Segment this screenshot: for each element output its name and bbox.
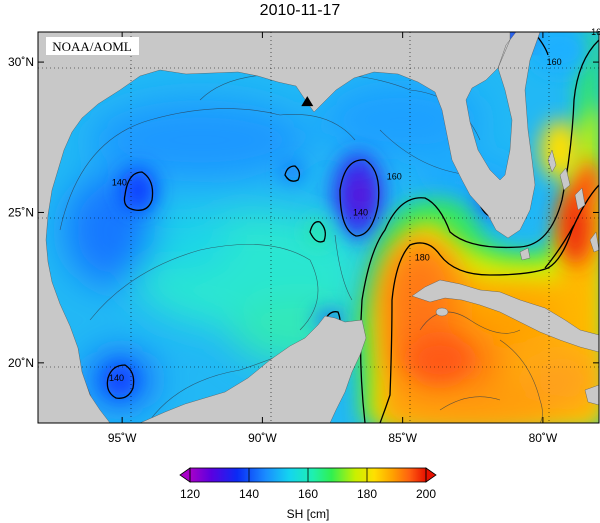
triangle-marker-icon	[301, 96, 314, 107]
credit-box: NOAA/AOML	[46, 37, 139, 55]
colorbar-extend-low	[179, 467, 191, 483]
colorbar-label: SH [cm]	[287, 507, 330, 521]
contour-label: 140	[112, 177, 127, 187]
x-tick-label: 80˚W	[529, 431, 558, 445]
map-frame	[37, 31, 600, 424]
gridlines	[38, 32, 599, 423]
colorbar-extend-high	[425, 467, 437, 483]
x-axis-ticks: 95˚W 90˚W 85˚W 80˚W	[108, 32, 558, 445]
colorbar-ticks: 120 140 160 180 200	[180, 468, 436, 501]
x-tick-label: 90˚W	[248, 431, 277, 445]
land-masses	[38, 32, 599, 423]
y-tick-label: 30˚N	[8, 55, 34, 69]
y-tick-label: 20˚N	[8, 356, 34, 370]
contour-label: 140	[109, 373, 124, 383]
y-axis-ticks: 30˚N 25˚N 20˚N	[8, 55, 599, 370]
page-title: 2010-11-17	[259, 2, 341, 19]
colorbar-tick-label: 160	[298, 487, 318, 501]
y-tick-label: 25˚N	[8, 205, 34, 219]
colorbar-tick-label: 140	[239, 487, 259, 501]
contour-label: 140	[353, 207, 368, 217]
colorbar-tick-label: 180	[357, 487, 377, 501]
x-tick-label: 85˚W	[388, 431, 417, 445]
contour-label: 160	[547, 57, 562, 67]
colorbar-tick-label: 200	[416, 487, 436, 501]
contour-label: 180	[415, 253, 430, 263]
colorbar-tick-label: 120	[180, 487, 200, 501]
contour-label: 160	[387, 171, 402, 181]
colorbar: 120 140 160 180 200 SH [cm]	[179, 467, 437, 521]
credit-text: NOAA/AOML	[52, 39, 132, 54]
x-tick-label: 95˚W	[108, 431, 137, 445]
